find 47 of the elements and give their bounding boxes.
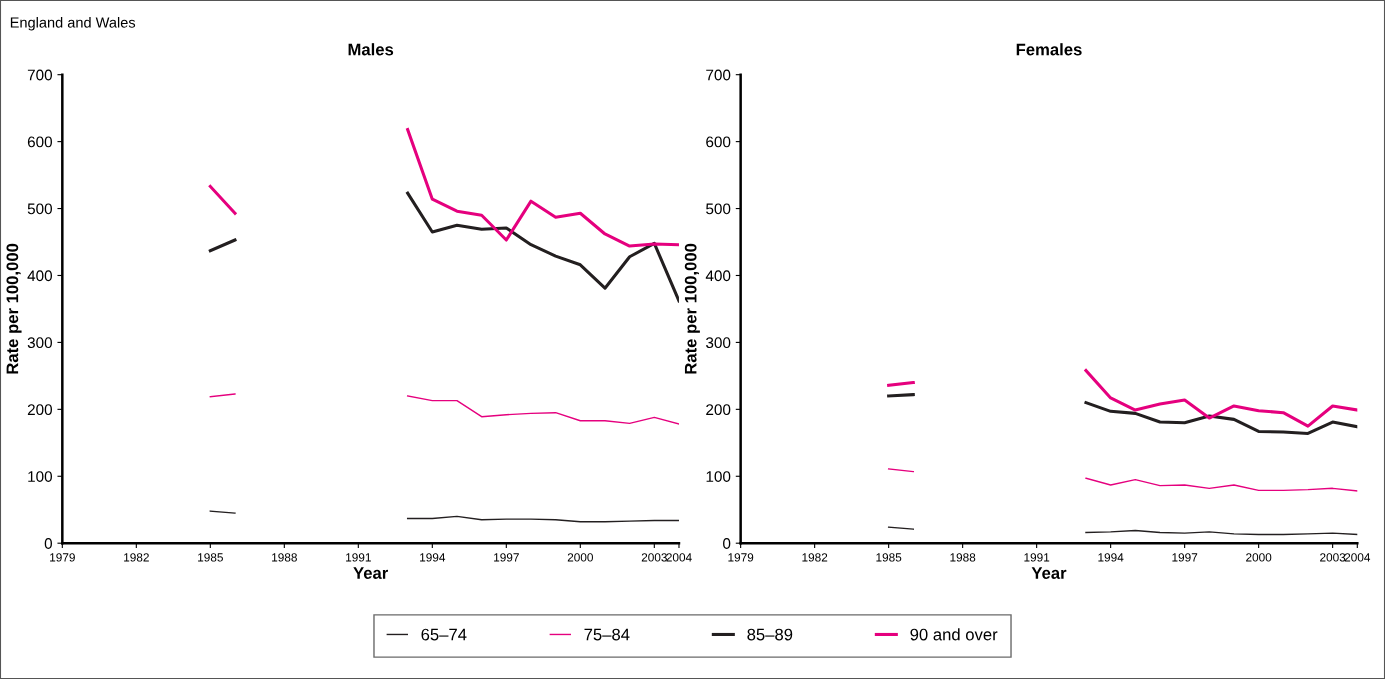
x-tick-label: 2000 bbox=[1246, 553, 1272, 562]
y-tick-label: 200 bbox=[27, 404, 53, 416]
x-tick-label: 2004 bbox=[1344, 553, 1371, 562]
legend-label: 85–89 bbox=[747, 628, 793, 641]
x-tick-label: 1991 bbox=[346, 553, 371, 562]
y-axis-title: Rate per 100,000 bbox=[684, 243, 700, 374]
x-tick-label: 1988 bbox=[272, 553, 297, 562]
y-tick-label: 300 bbox=[27, 337, 53, 349]
y-tick-label: 200 bbox=[706, 404, 731, 416]
x-tick-label: 2000 bbox=[567, 553, 593, 562]
x-tick-label: 1982 bbox=[802, 553, 828, 562]
x-tick-label: 1985 bbox=[876, 553, 902, 562]
y-tick-label: 100 bbox=[706, 471, 731, 482]
y-tick-label: 400 bbox=[705, 270, 731, 282]
y-axis-title: Rate per 100,000 bbox=[6, 243, 22, 374]
y-tick-label: 700 bbox=[706, 69, 731, 81]
legend-label: 65–74 bbox=[421, 628, 467, 641]
x-tick-label: 1979 bbox=[728, 553, 754, 562]
x-axis-title: Year bbox=[353, 567, 389, 579]
y-tick-label: 400 bbox=[27, 270, 53, 282]
y-tick-label: 500 bbox=[706, 203, 731, 215]
y-tick-label: 300 bbox=[706, 337, 731, 349]
x-tick-label: 2004 bbox=[666, 553, 692, 562]
x-tick-label: 1994 bbox=[1098, 553, 1124, 562]
x-tick-label: 1979 bbox=[50, 553, 75, 562]
y-tick-label: 0 bbox=[723, 538, 731, 549]
legend-label: 90 and over bbox=[910, 628, 998, 641]
x-axis-title: Year bbox=[1031, 567, 1067, 579]
y-tick-label: 700 bbox=[27, 69, 53, 81]
chart-title: Males bbox=[348, 43, 394, 56]
x-tick-label: 1982 bbox=[124, 553, 149, 562]
x-tick-label: 1997 bbox=[1172, 553, 1198, 562]
y-tick-label: 100 bbox=[28, 471, 53, 482]
text: England and Wales bbox=[10, 16, 136, 31]
x-tick-label: 1994 bbox=[420, 553, 446, 562]
chart-title: Females bbox=[1016, 43, 1082, 56]
y-tick-label: 0 bbox=[44, 538, 53, 549]
legend-label: 75–84 bbox=[584, 628, 630, 641]
x-tick-label: 2003 bbox=[1320, 553, 1346, 562]
x-tick-label: 1991 bbox=[1024, 553, 1050, 562]
y-tick-label: 600 bbox=[706, 136, 731, 148]
x-tick-label: 1997 bbox=[494, 553, 519, 562]
y-tick-label: 500 bbox=[27, 203, 53, 215]
x-tick-label: 1988 bbox=[950, 553, 976, 562]
x-tick-label: 1985 bbox=[198, 553, 223, 562]
x-tick-label: 2003 bbox=[641, 553, 667, 562]
y-tick-label: 600 bbox=[27, 136, 53, 148]
